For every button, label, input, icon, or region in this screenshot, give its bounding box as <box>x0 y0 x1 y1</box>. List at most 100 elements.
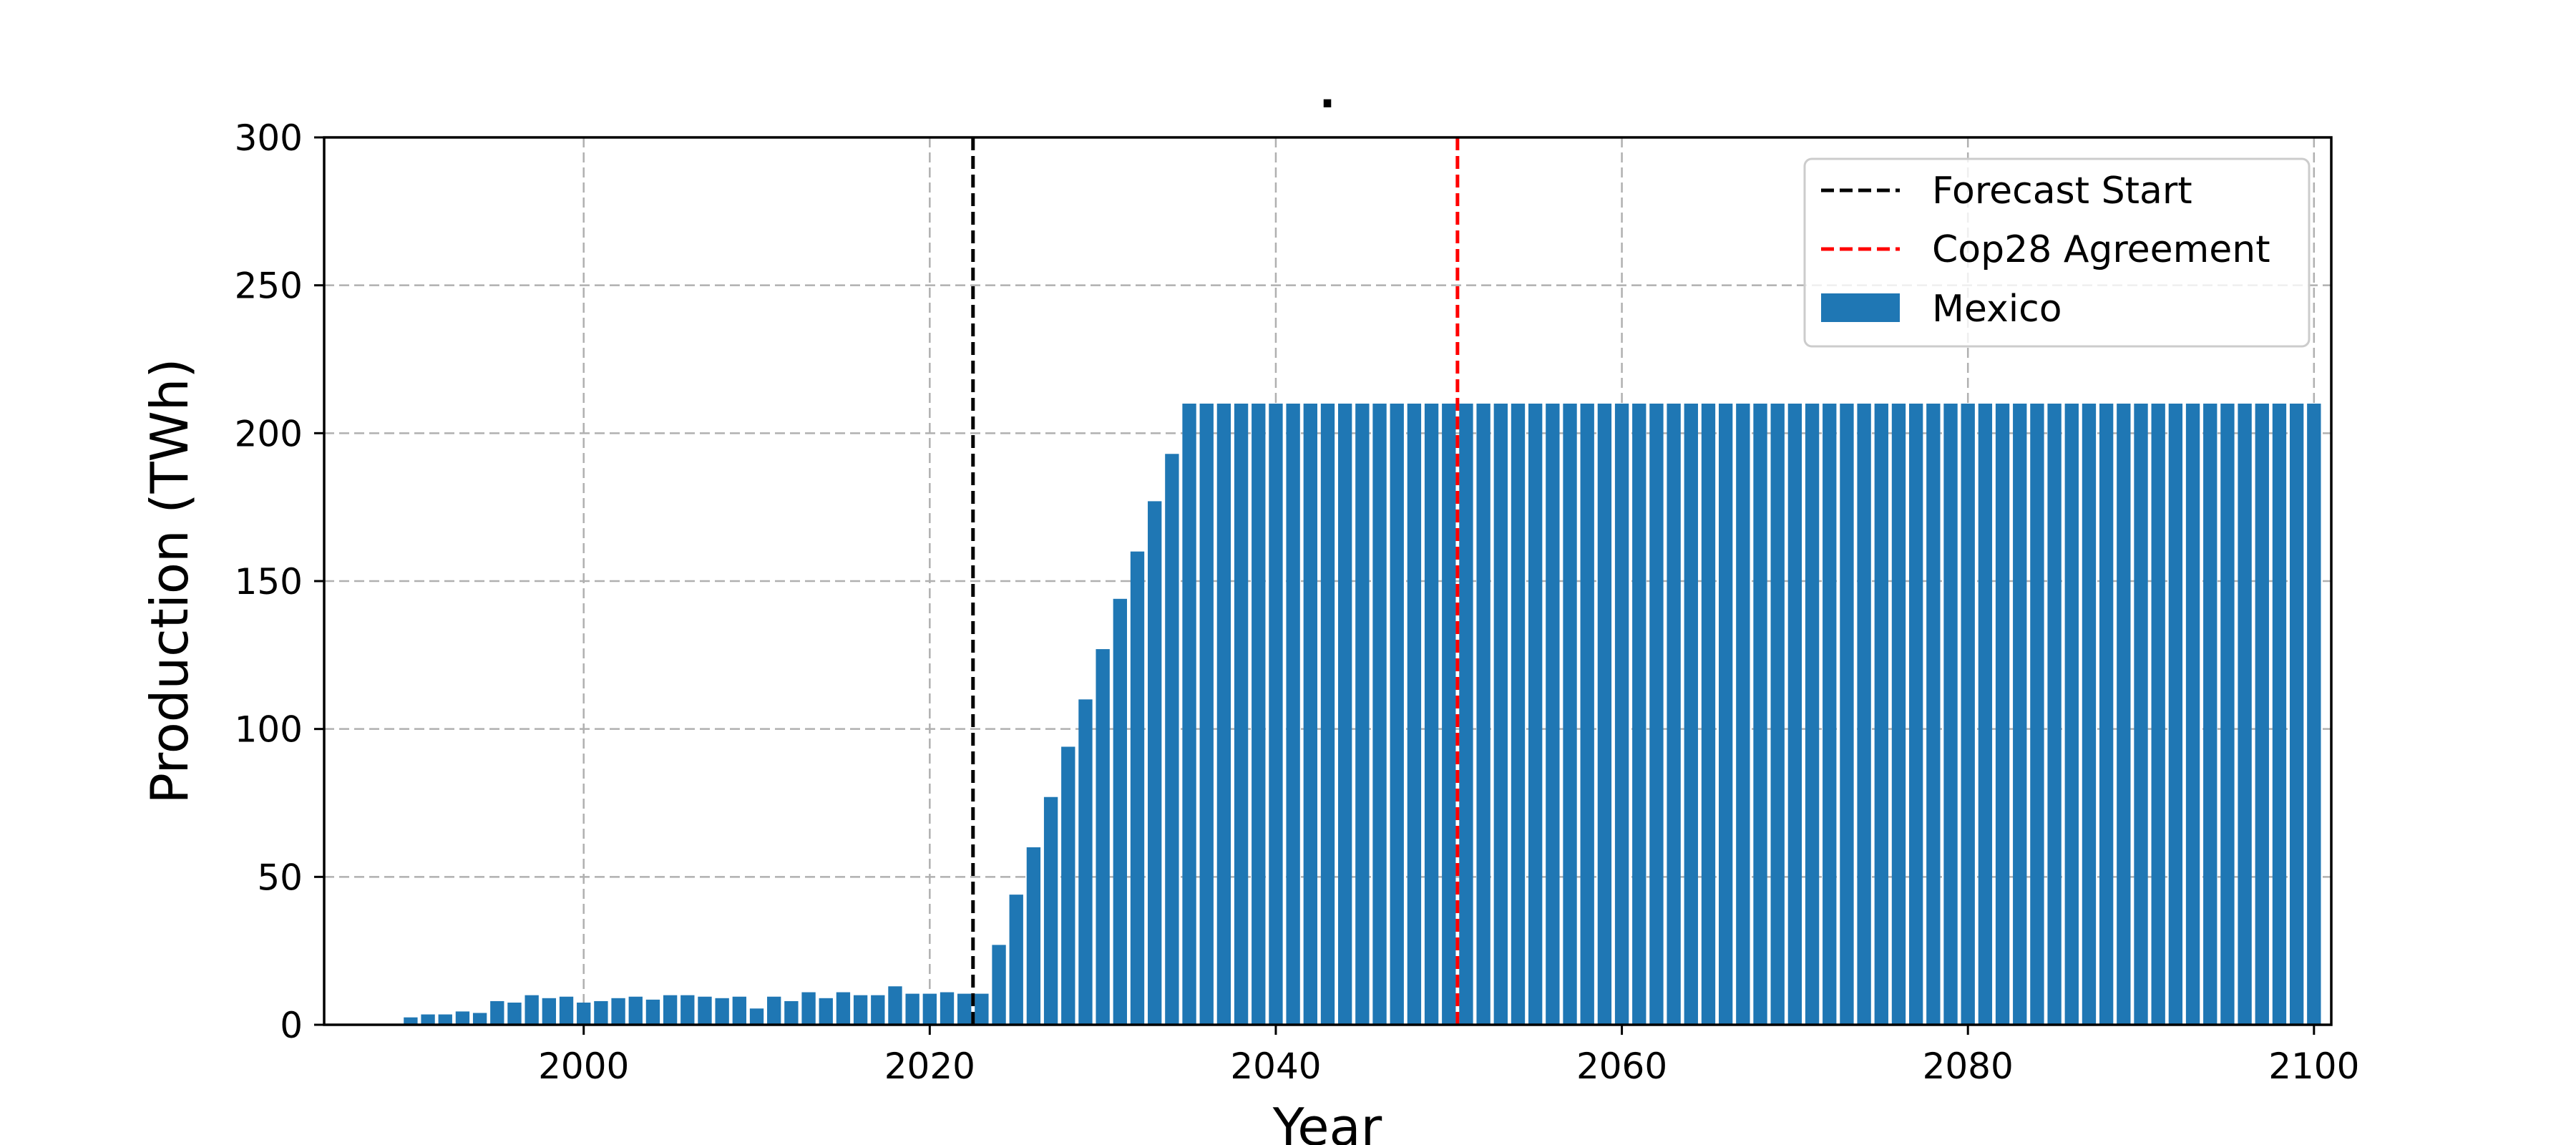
bar <box>1736 404 1750 1025</box>
bar <box>2255 404 2269 1025</box>
bar <box>611 998 625 1025</box>
bar <box>2013 404 2027 1025</box>
bar <box>749 1008 764 1025</box>
bar <box>1320 404 1335 1025</box>
bar <box>1424 404 1439 1025</box>
bar <box>2220 404 2235 1025</box>
y-tick-label: 100 <box>235 709 303 751</box>
bar <box>1182 404 1196 1025</box>
legend-label-mexico: Mexico <box>1932 288 2062 331</box>
legend-label-forecast-start: Forecast Start <box>1932 170 2192 213</box>
bar <box>1303 404 1317 1025</box>
legend-frame <box>1803 157 2311 348</box>
bar <box>1286 404 1300 1025</box>
bar <box>1061 746 1075 1025</box>
bar <box>680 995 695 1025</box>
bar <box>1493 404 1508 1025</box>
bar <box>1511 404 1526 1025</box>
y-tick-label: 300 <box>235 117 303 159</box>
bar <box>1096 649 1110 1025</box>
bar <box>732 996 747 1025</box>
bar <box>1442 404 1456 1025</box>
bar <box>1026 847 1041 1025</box>
bar <box>2238 404 2252 1025</box>
bar <box>1805 404 1820 1025</box>
bar <box>1148 501 1162 1025</box>
bar <box>1770 404 1785 1025</box>
bar <box>2030 404 2044 1025</box>
bar <box>1078 699 1093 1025</box>
bar <box>2168 404 2183 1025</box>
bar <box>1614 404 1629 1025</box>
bar <box>1649 404 1664 1025</box>
bar <box>2047 404 2062 1025</box>
bar <box>1823 404 1837 1025</box>
x-tick-label: 2060 <box>1576 1046 1667 1087</box>
bar <box>1995 404 2010 1025</box>
y-tick-label: 150 <box>235 561 303 603</box>
bar <box>2289 404 2304 1025</box>
bar <box>767 996 781 1025</box>
bar <box>1476 404 1491 1025</box>
x-axis-ticks: 2000 2020 2040 2060 2080 2100 <box>538 1025 2359 1087</box>
bar <box>1407 404 1422 1025</box>
bar <box>1130 551 1145 1025</box>
x-axis-label: Year <box>1272 1097 1382 1145</box>
bar <box>1199 404 1214 1025</box>
bar <box>801 992 816 1025</box>
bar <box>1216 404 1231 1025</box>
bar <box>1113 598 1127 1025</box>
bar <box>905 993 919 1025</box>
y-tick-label: 250 <box>235 265 303 307</box>
bar <box>1009 895 1023 1025</box>
bar <box>2307 404 2321 1025</box>
bar <box>1252 404 1266 1025</box>
x-tick-label: 2000 <box>538 1046 629 1087</box>
bar <box>594 1000 608 1025</box>
y-tick-label: 200 <box>235 413 303 454</box>
bar <box>1580 404 1594 1025</box>
bar <box>490 1000 504 1025</box>
legend-label-cop28-agreement: Cop28 Agreement <box>1932 228 2270 271</box>
x-tick-label: 2080 <box>1923 1046 2014 1087</box>
bar <box>1372 404 1387 1025</box>
bar <box>525 995 539 1025</box>
bar <box>421 1014 435 1025</box>
y-tick-label: 50 <box>257 857 303 898</box>
bar <box>1338 404 1352 1025</box>
bar <box>1165 454 1179 1025</box>
bar <box>2272 404 2287 1025</box>
bar <box>663 995 678 1025</box>
bar <box>1269 404 1283 1025</box>
bar <box>1874 404 1888 1025</box>
bar <box>1978 404 1993 1025</box>
bar <box>1546 404 1560 1025</box>
bar <box>1234 404 1249 1025</box>
bar <box>2082 404 2097 1025</box>
bar <box>1459 404 1473 1025</box>
bar <box>1563 404 1577 1025</box>
bar <box>2185 404 2200 1025</box>
bar <box>1597 404 1612 1025</box>
y-axis-ticks: 0 50 100 150 200 250 300 <box>235 117 324 1046</box>
bar <box>577 1003 591 1025</box>
bar <box>472 1013 487 1025</box>
bar <box>1684 404 1698 1025</box>
bar <box>645 999 660 1025</box>
bar <box>455 1011 470 1025</box>
legend-swatch-mexico <box>1821 293 1900 322</box>
bar <box>957 993 972 1025</box>
bar <box>784 1000 799 1025</box>
bar <box>1753 404 1767 1025</box>
bar <box>1667 404 1681 1025</box>
bar <box>438 1014 452 1025</box>
bar <box>1787 404 1802 1025</box>
bar <box>1840 404 1854 1025</box>
bar <box>2099 404 2114 1025</box>
bar <box>1857 404 1871 1025</box>
bar <box>975 993 989 1025</box>
y-tick-label: 0 <box>280 1005 303 1046</box>
bar <box>853 995 868 1025</box>
bar <box>1355 404 1370 1025</box>
